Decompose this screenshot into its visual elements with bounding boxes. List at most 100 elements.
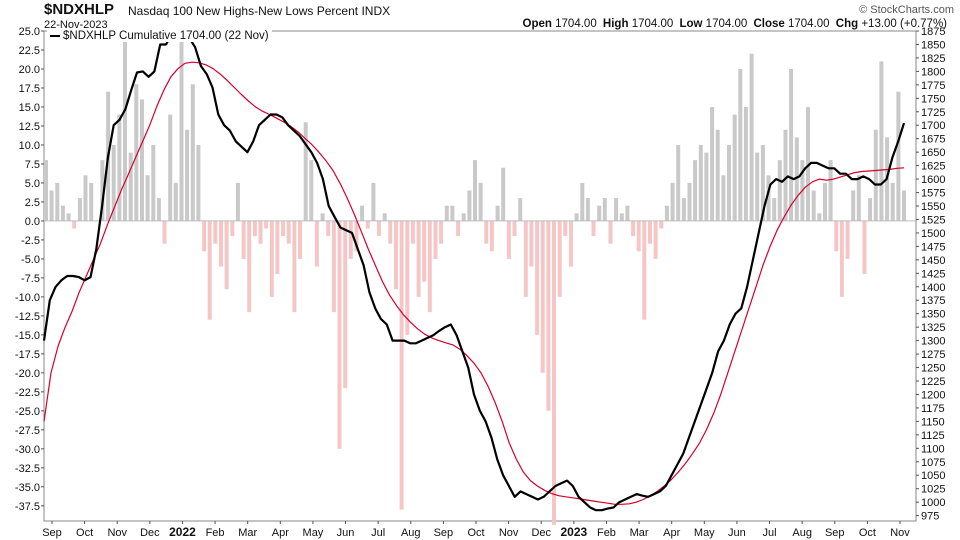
right-tick-label: 1725 (921, 107, 945, 119)
left-tick-label: 5.0 (25, 178, 40, 190)
right-tick-label: 1300 (921, 336, 945, 348)
left-tick-label: 7.5 (25, 159, 40, 171)
right-tick-label: 1850 (921, 39, 945, 51)
right-tick-label: 1000 (921, 497, 945, 509)
symbol: $NDXHLP (44, 1, 115, 18)
left-tick-label: -32.5 (15, 463, 40, 475)
x-tick-label: Nov (890, 527, 910, 539)
left-tick-label: -7.5 (21, 273, 40, 285)
right-tick-label: 1550 (921, 201, 945, 213)
x-tick-label: Sep (434, 527, 454, 539)
low-value: 1704.00 (705, 18, 748, 30)
right-tick-label: 1700 (921, 120, 945, 132)
provider-logo: © StockCharts.com (859, 4, 954, 16)
open-value: 1704.00 (555, 18, 597, 30)
high-label: High (602, 18, 629, 30)
x-tick-label: Feb (206, 527, 225, 539)
chg-label: Chg (835, 18, 859, 30)
x-tick-label: May (303, 527, 324, 539)
right-tick-label: 1875 (921, 26, 945, 38)
right-tick-label: 1275 (921, 349, 945, 361)
x-tick-label: Oct (467, 527, 484, 539)
right-tick-label: 1775 (921, 80, 945, 92)
x-tick-label: Nov (107, 527, 127, 539)
right-tick-label: 1050 (921, 470, 945, 482)
right-tick-label: 1375 (921, 295, 945, 307)
left-tick-label: -37.5 (15, 501, 40, 513)
left-tick-label: 25.0 (19, 26, 40, 38)
right-tick-label: 1225 (921, 376, 945, 388)
x-tick-label: Dec (531, 527, 551, 539)
right-tick-label: 1125 (921, 430, 945, 442)
left-tick-label: -22.5 (15, 387, 40, 399)
x-tick-label: Jun (728, 527, 746, 539)
x-tick-label: Nov (499, 527, 519, 539)
chart-date: 22-Nov-2023 (44, 19, 108, 31)
right-tick-label: 1075 (921, 457, 945, 469)
left-tick-label: -5.0 (21, 254, 40, 266)
right-tick-label: 1750 (921, 93, 945, 105)
right-tick-label: 1450 (921, 255, 945, 267)
right-tick-label: 975 (921, 511, 939, 523)
x-tick-label: Feb (597, 527, 616, 539)
close-value: 1704.00 (787, 18, 830, 30)
legend-label: $NDXHLP Cumulative 1704.00 (22 Nov) (63, 30, 269, 42)
legend: $NDXHLP Cumulative 1704.00 (22 Nov) (47, 30, 272, 42)
right-tick-label: 1400 (921, 282, 945, 294)
left-tick-label: 20.0 (19, 64, 40, 76)
right-tick-label: 1025 (921, 484, 945, 496)
left-tick-label: -27.5 (15, 425, 40, 437)
right-tick-label: 1650 (921, 147, 945, 159)
left-tick-label: -2.5 (21, 235, 40, 247)
right-tick-label: 1625 (921, 161, 945, 173)
chart-title: Nasdaq 100 New Highs-New Lows Percent IN… (128, 4, 391, 18)
right-tick-label: 1800 (921, 66, 945, 78)
right-tick-label: 1350 (921, 309, 945, 321)
x-tick-label: Mar (630, 527, 649, 539)
right-tick-label: 1500 (921, 228, 945, 240)
left-tick-label: 2.5 (25, 197, 40, 209)
legend-swatch (50, 34, 60, 37)
left-tick-label: -20.0 (15, 368, 40, 380)
left-tick-label: -12.5 (15, 311, 40, 323)
x-tick-label: Jul (763, 527, 777, 539)
x-tick-label: Jun (337, 527, 355, 539)
high-value: 1704.00 (631, 18, 674, 30)
ohlc-readout: Open 1704.00 High 1704.00 Low 1704.00 Cl… (523, 18, 950, 30)
right-tick-label: 1250 (921, 363, 945, 375)
right-tick-label: 1100 (921, 443, 945, 455)
left-tick-label: 15.0 (19, 102, 40, 114)
chg-value: +13.00 (+0.77%) (861, 18, 947, 30)
left-tick-label: -15.0 (15, 330, 40, 342)
right-tick-label: 1325 (921, 322, 945, 334)
x-tick-label: 2023 (560, 525, 587, 539)
x-tick-label: Oct (76, 527, 93, 539)
x-tick-label: Dec (140, 527, 160, 539)
x-tick-label: 2022 (169, 525, 196, 539)
plot-frame (43, 30, 917, 522)
right-tick-label: 1200 (921, 389, 945, 401)
chart-header: $NDXHLP Nasdaq 100 New Highs-New Lows Pe… (0, 0, 960, 34)
right-tick-label: 1525 (921, 214, 945, 226)
left-tick-label: 17.5 (19, 83, 40, 95)
right-tick-label: 1825 (921, 53, 945, 65)
left-tick-label: -17.5 (15, 349, 40, 361)
left-tick-label: 12.5 (19, 121, 40, 133)
right-tick-label: 1150 (921, 416, 945, 428)
left-tick-label: -35.0 (15, 482, 40, 494)
right-tick-label: 1425 (921, 268, 945, 280)
left-tick-label: -10.0 (15, 292, 40, 304)
x-tick-label: Apr (272, 527, 289, 539)
right-tick-label: 1575 (921, 188, 945, 200)
x-tick-label: May (694, 527, 715, 539)
left-tick-label: -30.0 (15, 444, 40, 456)
x-tick-label: Oct (859, 527, 876, 539)
left-tick-label: 0.0 (25, 216, 40, 228)
x-tick-label: Aug (401, 527, 421, 539)
close-label: Close (753, 18, 785, 30)
x-tick-label: Apr (663, 527, 680, 539)
moving-average-line (43, 61, 905, 505)
x-tick-label: Aug (792, 527, 812, 539)
right-tick-label: 1600 (921, 174, 945, 186)
